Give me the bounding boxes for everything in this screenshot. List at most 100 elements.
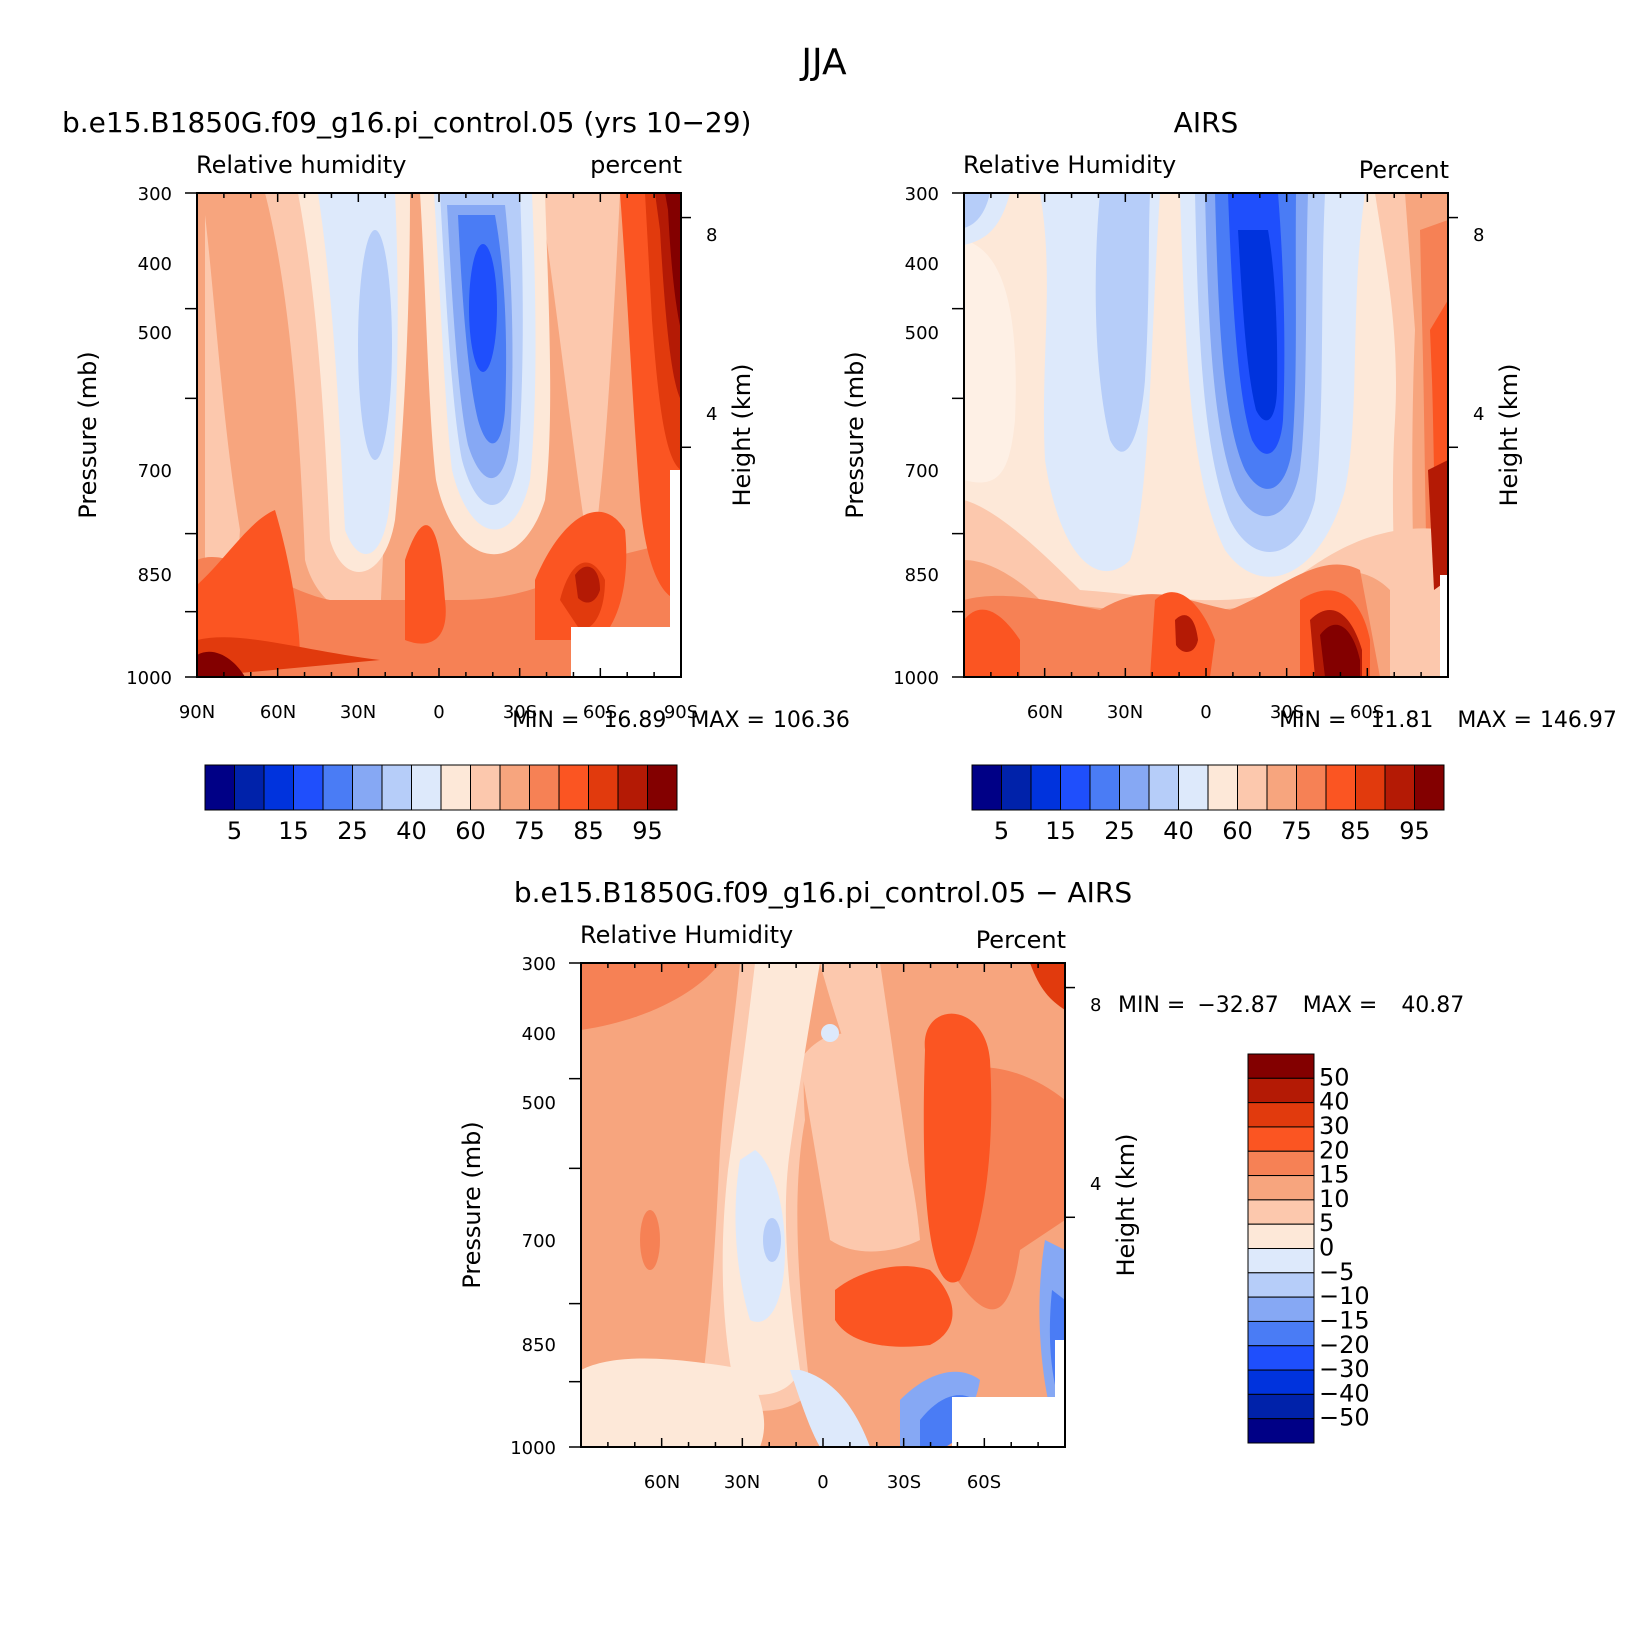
colorbar-swatch [234, 764, 265, 811]
colorbar-label: −20 [1319, 1331, 1370, 1359]
field-region [1030, 963, 1065, 1010]
x-tick-label: 0 [1200, 702, 1211, 723]
x-tick-label: 60S [583, 702, 617, 723]
colorbar-label: 10 [1319, 1185, 1350, 1213]
field-region [800, 1033, 920, 1252]
colorbar-swatch [1247, 1320, 1315, 1347]
colorbar-swatch [1089, 764, 1120, 811]
x-tick-label: 60S [967, 1472, 1001, 1493]
units-label: Percent [1359, 156, 1449, 184]
field-region [469, 244, 497, 372]
x-tick-label: 30S [887, 1472, 921, 1493]
missing-data-region [1440, 575, 1448, 677]
field-region [640, 1210, 660, 1270]
colorbar-swatch [411, 764, 442, 811]
field-region [197, 651, 245, 677]
colorbar-swatch [1247, 1053, 1315, 1079]
height-tick-label: 4 [706, 404, 717, 425]
colorbar-label: 40 [1319, 1088, 1350, 1116]
y-axis-right-title: Height (km) [1112, 1134, 1140, 1277]
colorbar-label: −5 [1319, 1258, 1354, 1286]
colorbar-swatch [1237, 764, 1268, 811]
field-region [1320, 624, 1360, 677]
max-label: MAX = [1457, 708, 1532, 733]
field-region [735, 1150, 785, 1322]
x-tick-label: 60N [260, 702, 296, 723]
units-label: percent [590, 151, 682, 179]
variable-label: Relative Humidity [963, 151, 1176, 179]
y-tick-label: 700 [138, 461, 172, 482]
min-label: MIN = [1279, 708, 1346, 733]
colorbar-swatch [1384, 764, 1415, 811]
colorbar-swatch [1207, 764, 1238, 811]
colorbar-swatch [1060, 764, 1091, 811]
y-tick-label: 300 [522, 954, 556, 975]
y-axis-right-title: Height (km) [728, 364, 756, 507]
field-region [205, 215, 270, 640]
colorbar-swatch [1001, 764, 1032, 811]
colorbar-label: 75 [514, 817, 545, 845]
colorbar-label: −50 [1319, 1404, 1370, 1432]
x-tick-label: 30N [1107, 702, 1143, 723]
y-tick-label: 850 [138, 565, 172, 586]
panel-title: AIRS [1174, 106, 1239, 139]
colorbar-swatch [499, 764, 530, 811]
colorbar-label: −15 [1319, 1306, 1370, 1334]
y-tick-label: 700 [905, 461, 939, 482]
colorbar-swatch [529, 764, 560, 811]
colorbar-label: 5 [994, 817, 1009, 845]
colorbar-label: 40 [396, 817, 427, 845]
y-tick-label: 850 [905, 565, 939, 586]
colorbar-label: 50 [1319, 1063, 1350, 1091]
colorbar-swatch [1247, 1102, 1315, 1128]
colorbar-swatch [1247, 1199, 1315, 1225]
colorbar-swatch [1119, 764, 1150, 811]
min-max-readout: MIN = −32.87 MAX = 40.87 [1118, 993, 1464, 1018]
colorbar-swatch [1247, 1175, 1315, 1201]
axis-ticks [185, 192, 691, 678]
colorbar-swatch [1247, 1393, 1315, 1420]
colorbar-swatch [440, 764, 471, 811]
colorbar-swatch [1247, 1248, 1315, 1274]
contour-field [964, 193, 1448, 677]
x-tick-label: 60N [1027, 702, 1063, 723]
y-tick-label: 400 [522, 1024, 556, 1045]
colorbar-label: 40 [1163, 817, 1194, 845]
field-region [964, 193, 990, 228]
colorbar-swatch [470, 764, 501, 811]
colorbar-label: 60 [1222, 817, 1253, 845]
colorbar-label: 25 [337, 817, 368, 845]
axis-ticks [952, 192, 1458, 678]
y-tick-label: 500 [138, 323, 172, 344]
missing-data-region [1055, 1340, 1065, 1400]
min-label: MIN = [1118, 993, 1185, 1018]
colorbar-label: −10 [1319, 1282, 1370, 1310]
variable-label: Relative Humidity [580, 921, 793, 949]
min-max-readout: MIN = 16.89 MAX = 106.36 [512, 708, 850, 733]
contour-field [581, 963, 1065, 1447]
colorbar-swatch [1325, 764, 1356, 811]
x-tick-label: 30S [1270, 702, 1304, 723]
colorbar-swatch [1178, 764, 1209, 811]
colorbar-swatch [352, 764, 383, 811]
x-tick-label: 30N [724, 1472, 760, 1493]
axis-ticks [569, 962, 1075, 1448]
height-tick-label: 4 [1090, 1174, 1101, 1195]
y-axis-title: Pressure (mb) [74, 351, 102, 518]
colorbar-label: 85 [573, 817, 604, 845]
max-label: MAX = [1303, 993, 1378, 1018]
max-value: 146.97 [1540, 708, 1617, 733]
field-region [581, 963, 720, 1030]
y-tick-label: 300 [138, 184, 172, 205]
colorbar-label: 30 [1319, 1112, 1350, 1140]
colorbar-swatch [1148, 764, 1179, 811]
colorbar-swatch [1247, 1345, 1315, 1371]
max-value: 106.36 [773, 708, 850, 733]
y-axis-title: Pressure (mb) [458, 1121, 486, 1288]
colorbar-swatch [1247, 1150, 1315, 1177]
colorbar-swatch [381, 764, 412, 811]
y-tick-label: 850 [522, 1335, 556, 1356]
y-axis-right-title: Height (km) [1495, 364, 1523, 507]
